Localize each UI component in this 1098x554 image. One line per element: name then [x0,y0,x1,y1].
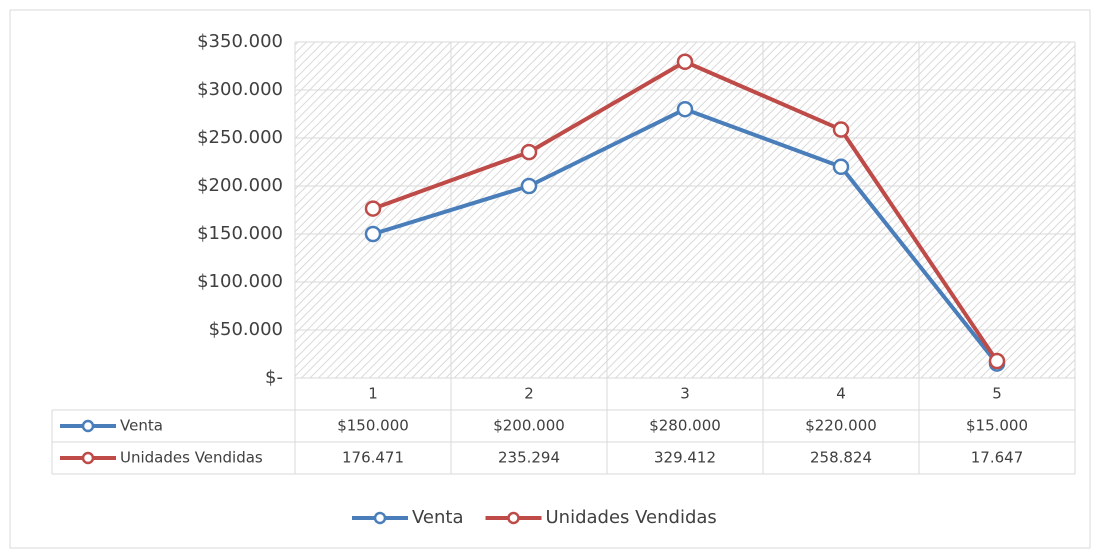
y-tick-label: $50.000 [209,319,283,340]
y-tick-label: $150.000 [197,223,283,244]
table-row-label: Venta [120,417,163,435]
legend-label: Unidades Vendidas [546,507,717,528]
legend-marker [507,511,520,525]
point-marker [832,158,850,176]
table-cell: 329.412 [654,449,716,467]
y-tick-label: $250.000 [197,127,283,148]
table-cell: 235.294 [498,449,560,467]
legend-marker [81,451,95,465]
plot-area [295,42,1075,378]
y-tick-label: $100.000 [197,271,283,292]
y-tick-label: $200.000 [197,175,283,196]
point-marker [988,352,1006,370]
x-tick-label: 2 [524,385,534,403]
table-cell: 17.647 [971,449,1024,467]
point-marker [520,143,538,161]
point-marker [364,225,382,243]
table-cell: $280.000 [649,417,721,435]
x-tick-label: 5 [992,385,1002,403]
y-tick-label: $350.000 [197,31,283,52]
y-tick-label: $- [265,367,283,388]
point-marker [832,121,850,138]
y-tick-label: $300.000 [197,79,283,100]
table-cell: $150.000 [337,417,409,435]
x-tick-label: 4 [836,385,846,403]
legend-marker [373,511,387,525]
legend-marker [81,419,95,433]
table-cell: $200.000 [493,417,565,435]
table-cell: $220.000 [805,417,877,435]
x-tick-label: 3 [680,385,690,403]
point-marker [520,177,538,195]
table-cell: 258.824 [810,449,872,467]
table-cell: $15.000 [966,417,1028,435]
point-marker [676,100,694,118]
point-marker [676,53,694,71]
table-cell: 176.471 [342,449,404,467]
legend-label: Venta [412,507,464,528]
point-marker [364,200,382,217]
x-tick-label: 1 [368,385,378,403]
table-row-label: Unidades Vendidas [120,449,263,467]
